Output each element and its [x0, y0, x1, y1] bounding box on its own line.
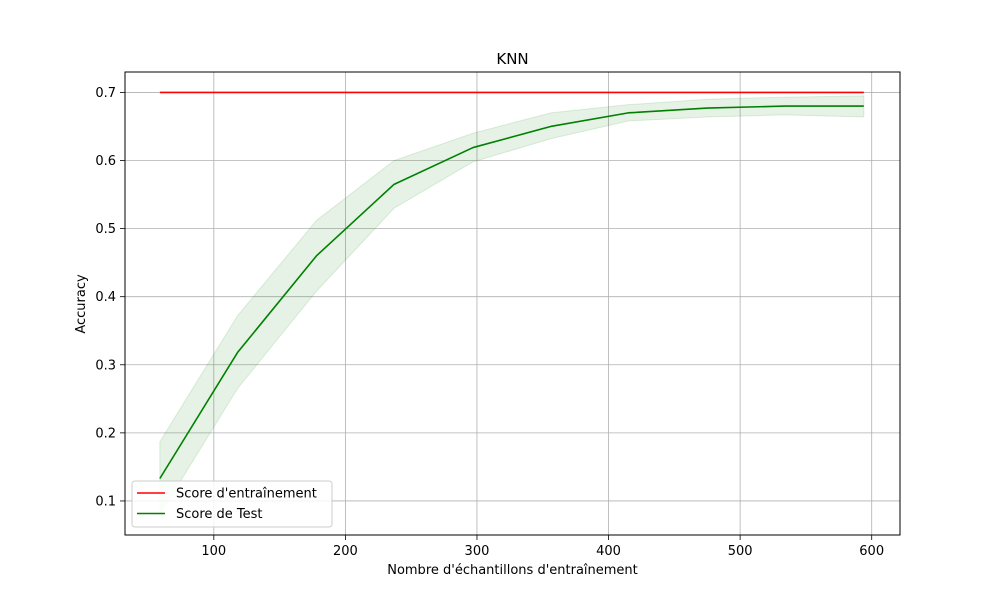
x-axis-label: Nombre d'échantillons d'entraînement [387, 563, 638, 578]
x-tick-label: 500 [728, 544, 753, 559]
x-tick-label: 100 [201, 544, 226, 559]
series-lines [159, 91, 864, 479]
legend-label: Score de Test [176, 507, 263, 522]
legend-box [131, 480, 333, 528]
y-axis-ticks: 0.1 0.2 0.3 0.4 0.5 0.6 0.7 [95, 86, 125, 509]
x-tick-label: 600 [859, 544, 884, 559]
x-tick-label: 300 [465, 544, 490, 559]
y-axis-label: Accuracy [74, 274, 89, 334]
y-tick-label: 0.5 [95, 222, 116, 237]
y-tick-label: 0.2 [95, 426, 116, 441]
test-score-line [159, 105, 864, 479]
confidence-band [159, 95, 865, 517]
y-tick-label: 0.3 [95, 358, 116, 373]
test-score-band [159, 95, 865, 517]
legend-label: Score d'entraînement [176, 487, 317, 502]
chart-title: KNN [496, 50, 528, 68]
x-axis-ticks: 100 200 300 400 500 600 [201, 535, 884, 559]
y-tick-label: 0.1 [95, 494, 116, 509]
legend: Score d'entraînement Score de Test [131, 480, 333, 528]
y-tick-label: 0.6 [95, 154, 116, 169]
x-tick-label: 200 [333, 544, 358, 559]
plot-frame [124, 71, 901, 536]
x-tick-label: 400 [596, 544, 621, 559]
y-tick-label: 0.4 [95, 290, 116, 305]
y-tick-label: 0.7 [95, 86, 116, 101]
